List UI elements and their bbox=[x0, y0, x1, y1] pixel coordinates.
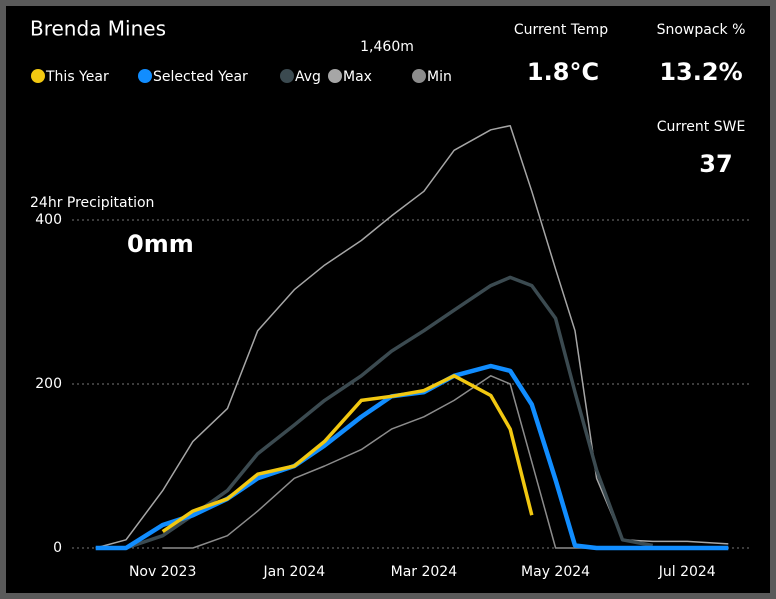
x-tick-label: Nov 2023 bbox=[129, 564, 196, 580]
stat-value: 13.2% bbox=[659, 58, 742, 86]
stat-label: Current Temp bbox=[514, 22, 608, 38]
x-tick-label: Mar 2024 bbox=[391, 564, 458, 580]
y-tick-label: 400 bbox=[35, 212, 62, 228]
elevation: 1,460m bbox=[360, 39, 414, 55]
legend-label: Min bbox=[427, 69, 452, 85]
legend-dot bbox=[138, 69, 152, 83]
legend-label: This Year bbox=[45, 69, 109, 85]
series-line bbox=[161, 374, 534, 534]
stat-value: 37 bbox=[699, 150, 732, 178]
legend-dot bbox=[280, 69, 294, 83]
y-tick-label: 0 bbox=[53, 540, 62, 556]
x-tick-label: May 2024 bbox=[521, 564, 590, 580]
stat-label: Current SWE bbox=[657, 119, 746, 135]
stat-label: 24hr Precipitation bbox=[30, 195, 154, 211]
legend-dot bbox=[328, 69, 342, 83]
y-tick-label: 200 bbox=[35, 376, 62, 392]
stat-value: 1.8°C bbox=[527, 58, 599, 86]
legend-label: Max bbox=[343, 69, 372, 85]
stat-label: Snowpack % bbox=[657, 22, 746, 38]
legend-dot bbox=[412, 69, 426, 83]
series-line bbox=[125, 275, 654, 550]
legend-label: Avg bbox=[295, 69, 321, 85]
stat-value: 0mm bbox=[127, 230, 194, 258]
legend-dot bbox=[31, 69, 45, 83]
panel bbox=[6, 6, 770, 593]
legend-label: Selected Year bbox=[153, 69, 248, 85]
x-tick-label: Jan 2024 bbox=[263, 564, 326, 580]
x-tick-label: Jul 2024 bbox=[658, 564, 716, 580]
chart-title: Brenda Mines bbox=[30, 17, 166, 41]
